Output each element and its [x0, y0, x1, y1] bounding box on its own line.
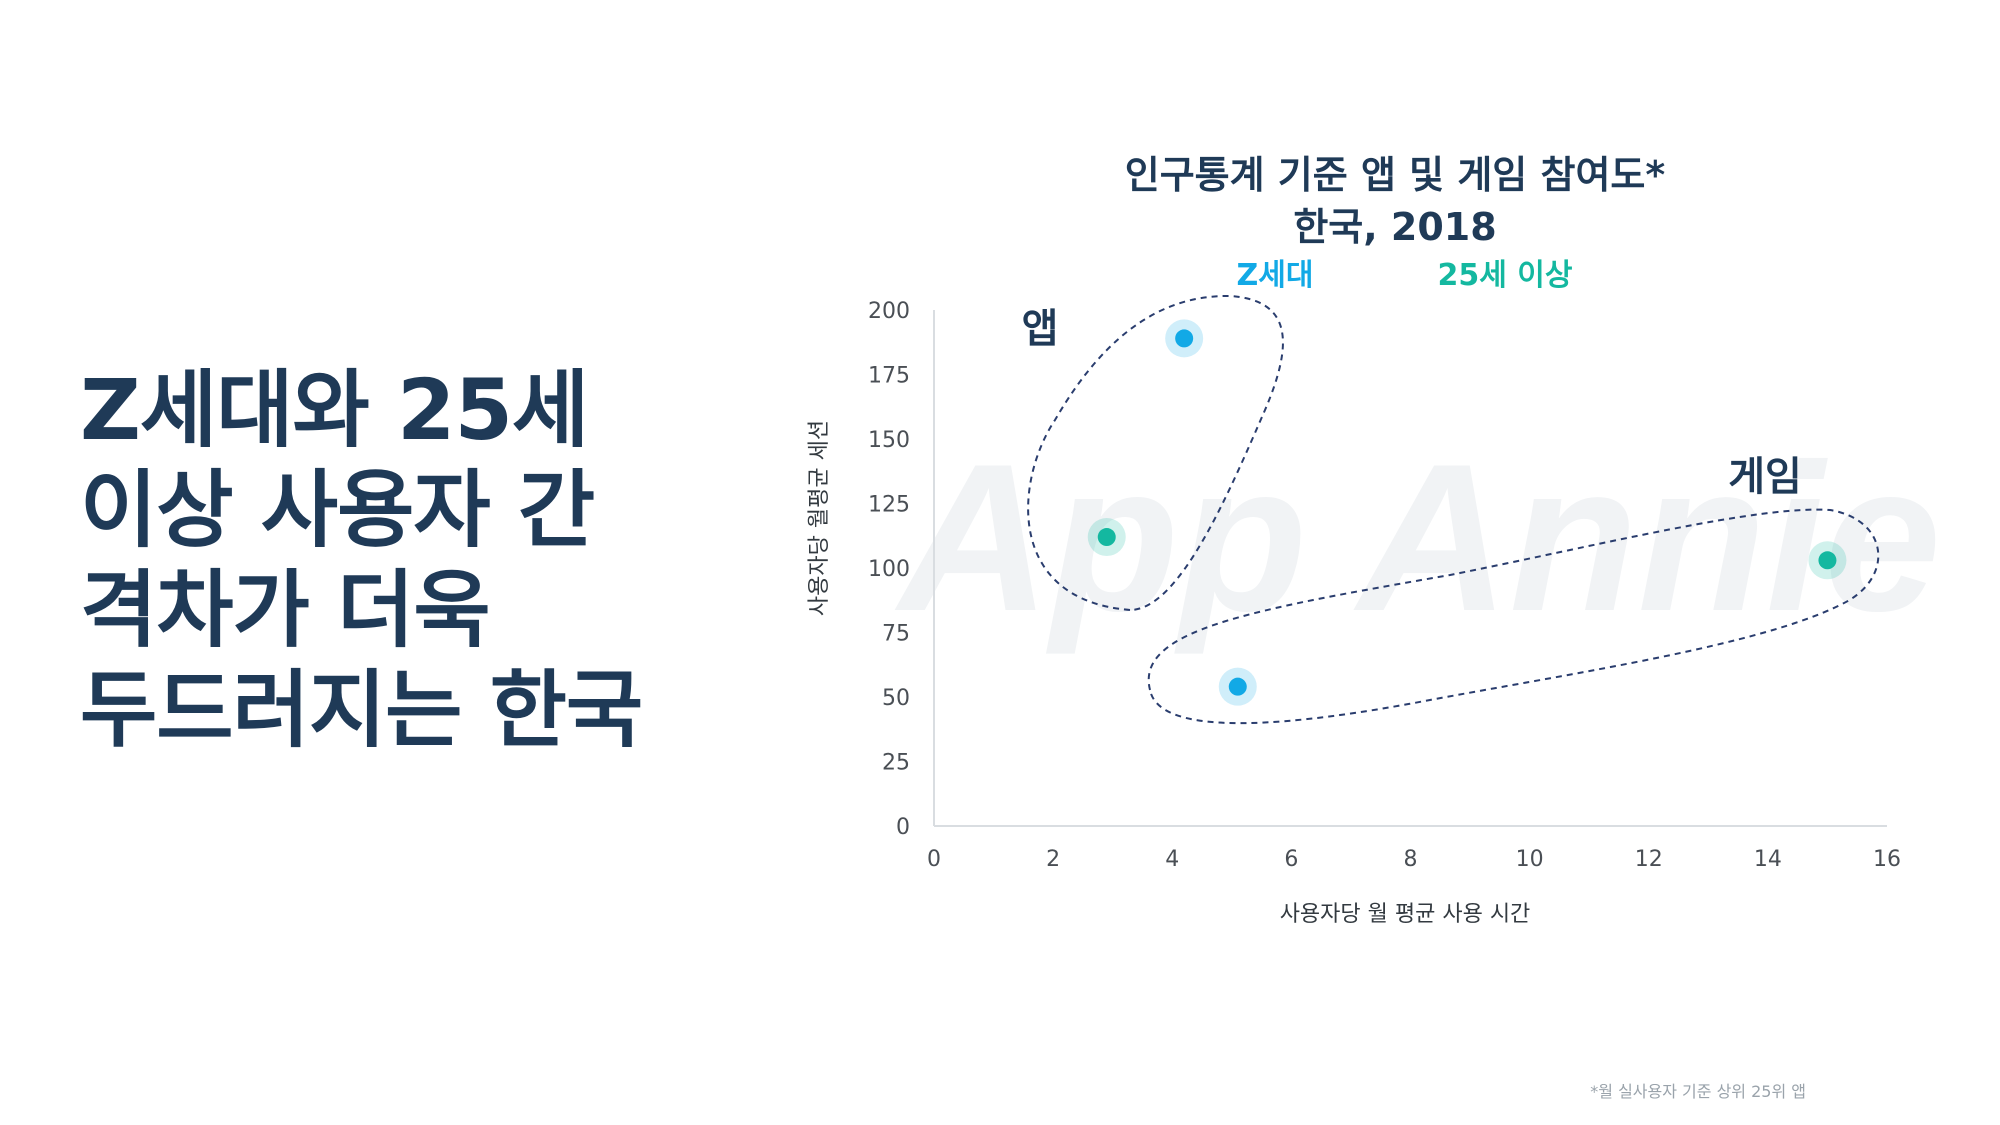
- x-tick-label: 16: [1873, 847, 1901, 872]
- chart-subtitle: 한국, 2018: [1293, 205, 1496, 249]
- headline: Z세대와 25세 이상 사용자 간 격차가 더욱 두드러지는 한국: [80, 360, 700, 760]
- y-tick-label: 175: [868, 364, 910, 389]
- x-tick-label: 0: [927, 847, 941, 872]
- chart-title: 인구통계 기준 앱 및 게임 참여도*: [1125, 153, 1666, 197]
- app-group-outline: [1027, 294, 1284, 612]
- x-tick-label: 14: [1754, 847, 1782, 872]
- y-tick-label: 100: [868, 557, 910, 582]
- y-tick-label: 0: [896, 815, 910, 840]
- headline-line-1: Z세대와 25세: [80, 361, 589, 459]
- z-gen-point: [1175, 329, 1194, 348]
- x-tick-label: 10: [1516, 847, 1544, 872]
- legend-z-gen: Z세대: [1237, 258, 1314, 293]
- z-gen-point: [1228, 677, 1247, 696]
- y-tick-labels: 0 25 50 75 100 125 150 175 200: [868, 299, 910, 840]
- y-tick-label: 150: [868, 428, 910, 453]
- x-tick-label: 6: [1284, 847, 1298, 872]
- headline-line-2: 이상 사용자 간: [80, 461, 595, 559]
- legend-over-25: 25세 이상: [1438, 258, 1573, 293]
- footnote: *월 실사용자 기준 상위 25위 앱: [1590, 1082, 1806, 1101]
- game-group-label: 게임: [1728, 454, 1802, 500]
- y-axis-label: 사용자당 월평균 세션: [807, 420, 832, 616]
- y-tick-label: 50: [882, 686, 910, 711]
- x-tick-label: 8: [1404, 847, 1418, 872]
- data-points: [1087, 319, 1847, 706]
- x-axis-label: 사용자당 월 평균 사용 시간: [1280, 902, 1531, 927]
- y-tick-label: 125: [868, 493, 910, 518]
- over25-point: [1818, 551, 1837, 570]
- y-tick-label: 25: [882, 751, 910, 776]
- over25-point: [1097, 528, 1116, 547]
- y-tick-label: 75: [882, 622, 910, 647]
- headline-line-3: 격차가 더욱: [80, 561, 491, 659]
- watermark-logo: App Annie: [894, 420, 1941, 655]
- headline-line-4: 두드러지는 한국: [80, 661, 643, 759]
- x-tick-label: 2: [1046, 847, 1060, 872]
- x-tick-label: 12: [1635, 847, 1663, 872]
- app-group-label: 앱: [1022, 306, 1059, 352]
- game-group-outline: [1147, 508, 1880, 725]
- y-tick-label: 200: [868, 299, 910, 324]
- x-tick-label: 4: [1165, 847, 1179, 872]
- x-tick-labels: 0 2 4 6 8 10 12 14 16: [927, 847, 1901, 872]
